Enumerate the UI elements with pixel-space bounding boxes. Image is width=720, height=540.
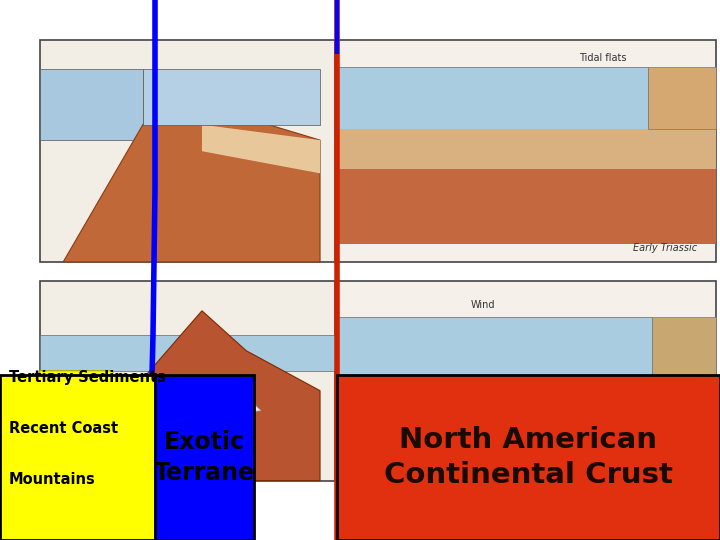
Polygon shape [40, 370, 114, 441]
Bar [40, 281, 335, 481]
Polygon shape [152, 397, 261, 421]
Bar [0, 375, 155, 540]
Text: Exotic
Terrane: Exotic Terrane [154, 430, 255, 485]
Bar [337, 375, 720, 540]
Text: Tertiary Sediments: Tertiary Sediments [9, 370, 166, 385]
Bar [649, 67, 716, 129]
Bar [338, 129, 716, 169]
Bar [40, 40, 335, 262]
Bar [143, 69, 320, 125]
Text: Recent Coast: Recent Coast [9, 421, 118, 436]
Bar [338, 40, 716, 262]
Bar [338, 281, 716, 481]
Bar [338, 67, 648, 129]
Text: Mountains: Mountains [9, 472, 95, 488]
Polygon shape [55, 311, 320, 481]
Bar [338, 377, 716, 410]
Polygon shape [63, 73, 320, 262]
Bar [652, 317, 716, 377]
Bar [338, 317, 652, 377]
Text: Early Triassic: Early Triassic [634, 243, 698, 253]
Bar [338, 169, 716, 244]
Text: Wind: Wind [471, 300, 495, 310]
Bar [155, 375, 254, 540]
Bar [40, 335, 335, 370]
Text: North American
Continental Crust: North American Continental Crust [384, 427, 673, 489]
Bar [338, 433, 641, 441]
Bar [40, 69, 143, 140]
Text: Tidal flats: Tidal flats [580, 53, 626, 63]
Text: Early Jurassic: Early Jurassic [632, 463, 698, 472]
Bar [338, 410, 716, 481]
Polygon shape [202, 125, 320, 173]
